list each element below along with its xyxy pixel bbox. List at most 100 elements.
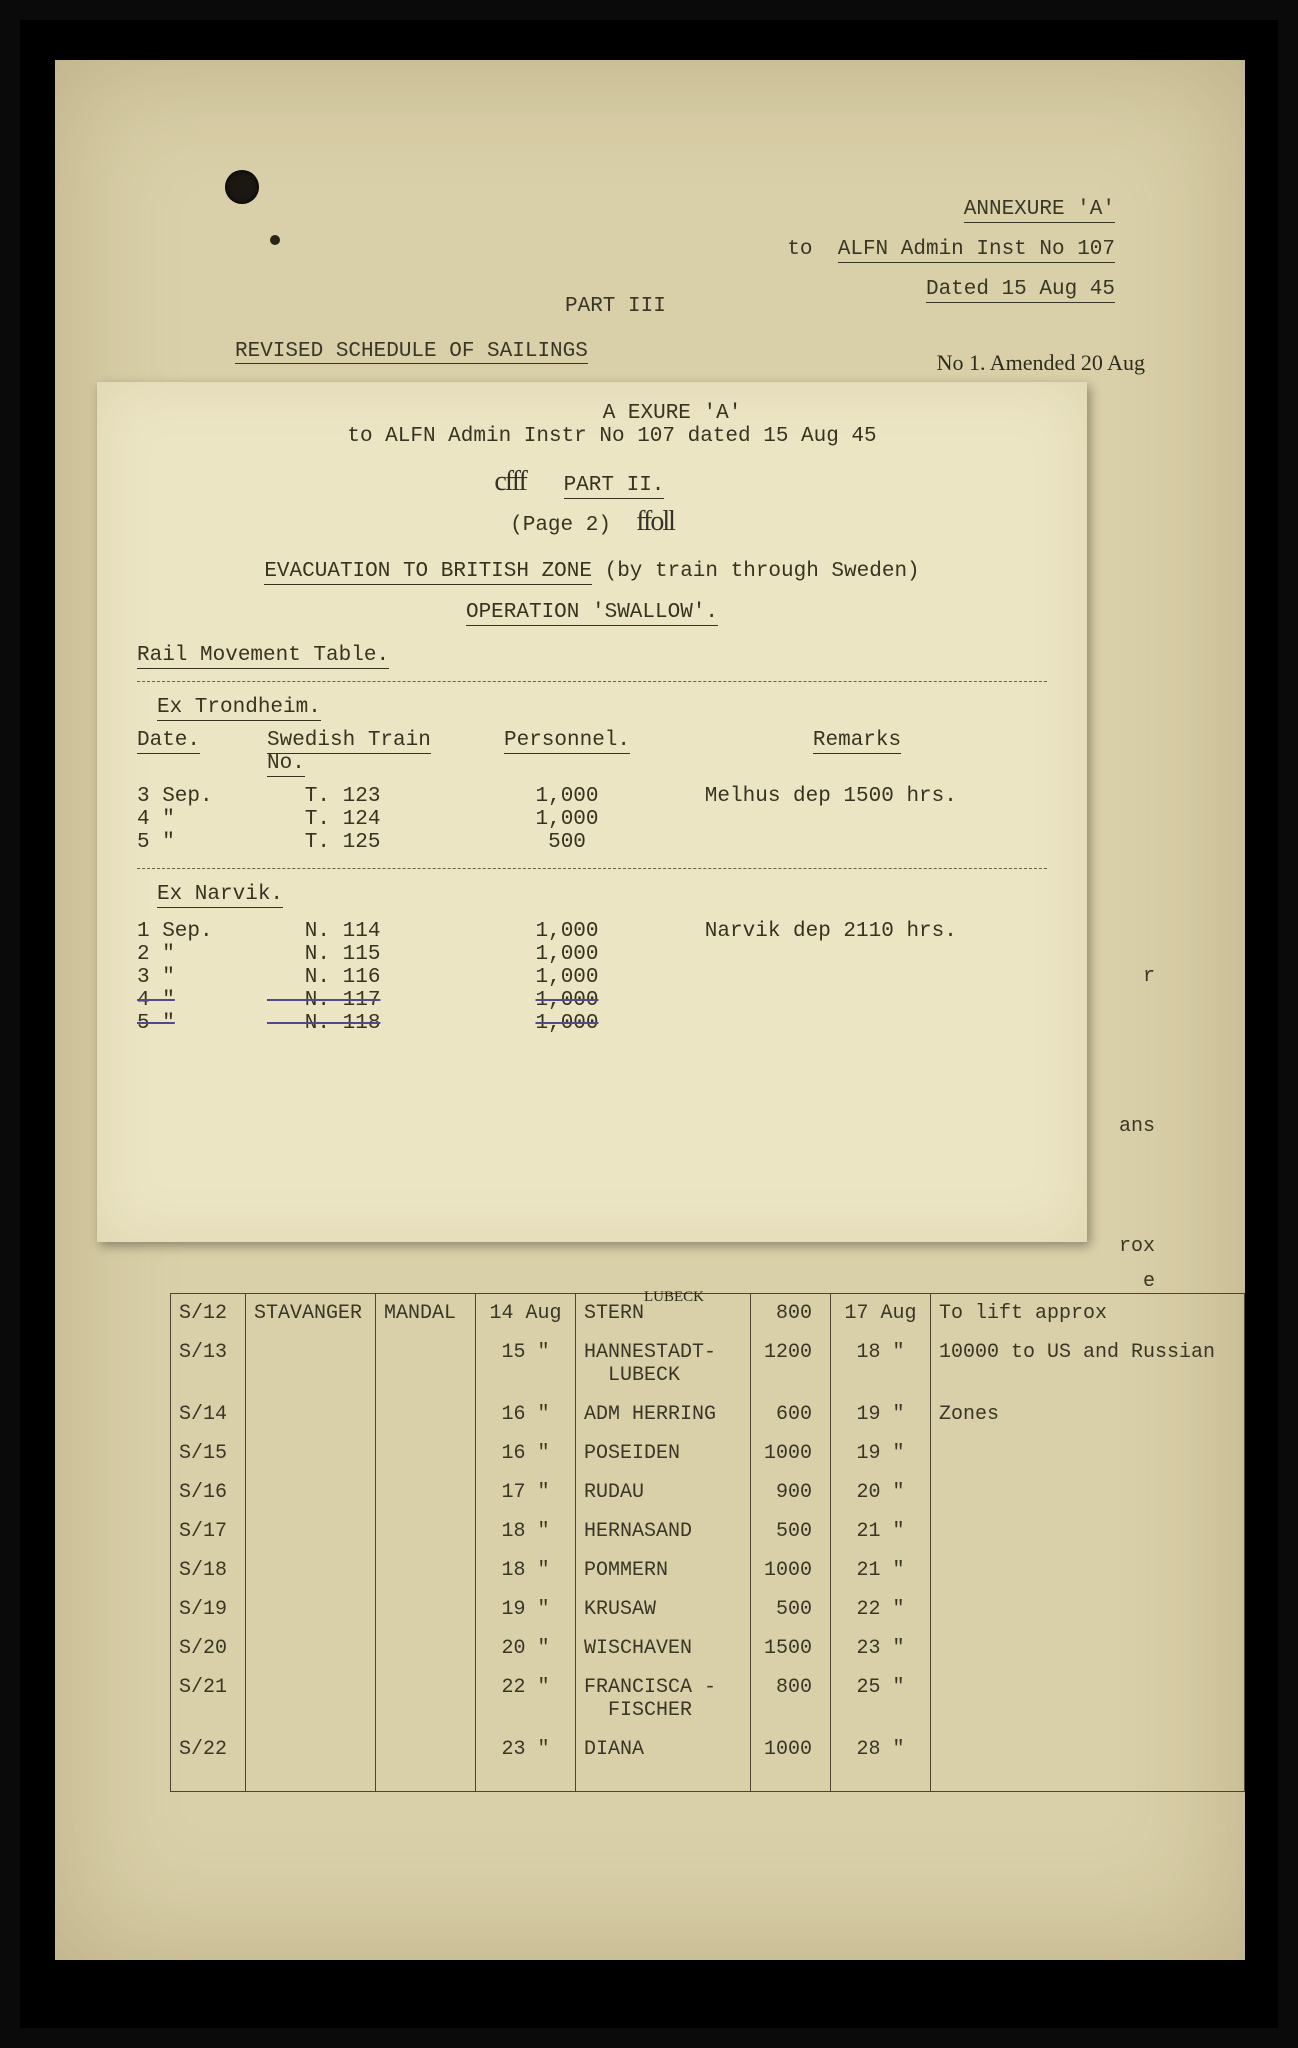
cell-ship: ADM HERRING — [576, 1395, 751, 1434]
cell-personnel: 1,000 — [467, 989, 667, 1012]
rail-row: 3 Sep. T. 1231,000 Melhus dep 1500 hrs. — [137, 785, 1047, 808]
cell-date: 5 " — [137, 1012, 267, 1035]
table-row: S/12STAVANGERMANDAL14 AugSTERNLUBECK8001… — [171, 1294, 1245, 1334]
cell-dep-date: 16 " — [476, 1395, 576, 1434]
cell-port2 — [376, 1668, 476, 1730]
cell-arr-date: 21 " — [831, 1551, 931, 1590]
pen-scribble-right: ffoll — [636, 506, 674, 537]
cell-remarks — [931, 1730, 1245, 1792]
cell-port2 — [376, 1551, 476, 1590]
table-row: S/2020 "WISCHAVEN150023 " — [171, 1629, 1245, 1668]
cell-personnel: 1,000 — [467, 1012, 667, 1035]
table-row: S/1818 "POMMERN100021 " — [171, 1551, 1245, 1590]
cell-serial: S/17 — [171, 1512, 246, 1551]
rail-row: 1 Sep. N. 1141,000 Narvik dep 2110 hrs. — [137, 920, 1047, 943]
cell-arr-date: 25 " — [831, 1668, 931, 1730]
part-ii-row: cfff PART II. — [137, 466, 1047, 498]
cell-remarks — [931, 1590, 1245, 1629]
part-ii-label: PART II. — [564, 474, 665, 499]
ex-trondheim-label: Ex Trondheim. — [157, 696, 321, 721]
cell-port2 — [376, 1333, 476, 1395]
cell-port — [246, 1434, 376, 1473]
cell-arr-date: 28 " — [831, 1730, 931, 1792]
cell-arr-date: 19 " — [831, 1434, 931, 1473]
cell-dep-date: 20 " — [476, 1629, 576, 1668]
cell-arr-date: 21 " — [831, 1512, 931, 1551]
cell-personnel: 1,000 — [467, 920, 667, 943]
cell-remarks: Melhus dep 1500 hrs. — [667, 785, 1047, 808]
cell-personnel: 500 — [467, 831, 667, 854]
to-line: to — [787, 238, 837, 261]
cell-remarks: Zones — [931, 1395, 1245, 1434]
hand-annotation-lubeck: LUBECK — [644, 1289, 704, 1306]
cell-remarks — [667, 966, 1047, 989]
cell-serial: S/12 — [171, 1294, 246, 1334]
cell-pax: 1200 — [751, 1333, 831, 1395]
cell-date: 5 " — [137, 831, 267, 854]
cell-personnel: 1,000 — [467, 808, 667, 831]
cell-train: T. 124 — [267, 808, 467, 831]
cell-date: 3 Sep. — [137, 785, 267, 808]
overlay-page: A EXURE 'A' to ALFN Admin Instr No 107 d… — [97, 382, 1087, 1242]
cell-serial: S/19 — [171, 1590, 246, 1629]
evac-title-row: EVACUATION TO BRITISH ZONE (by train thr… — [137, 560, 1047, 583]
hdr-train: Swedish Train No. — [267, 729, 431, 777]
cell-serial: S/16 — [171, 1473, 246, 1512]
cell-port — [246, 1551, 376, 1590]
cell-personnel: 1,000 — [467, 785, 667, 808]
cell-personnel: 1,000 — [467, 943, 667, 966]
cell-serial: S/14 — [171, 1395, 246, 1434]
dashed-rule-2 — [137, 868, 1047, 869]
cell-train: N. 114 — [267, 920, 467, 943]
cell-dep-date: 14 Aug — [476, 1294, 576, 1334]
rail-row: 4 " N. 1171,000 — [137, 989, 1047, 1012]
rail-row: 5 " T. 125 500 — [137, 831, 1047, 854]
cell-date: 4 " — [137, 808, 267, 831]
overlay-to-line: to ALFN Admin Instr No 107 dated 15 Aug … — [177, 425, 1047, 448]
cell-date: 3 " — [137, 966, 267, 989]
operation-title: OPERATION 'SWALLOW'. — [466, 601, 718, 626]
cell-arr-date: 19 " — [831, 1395, 931, 1434]
rail-row: 2 " N. 1151,000 — [137, 943, 1047, 966]
cell-ship: POSEIDEN — [576, 1434, 751, 1473]
hdr-personnel: Personnel. — [504, 729, 630, 754]
ink-dot — [270, 235, 280, 245]
cell-dep-date: 18 " — [476, 1512, 576, 1551]
cell-remarks — [931, 1434, 1245, 1473]
cell-train: T. 123 — [267, 785, 467, 808]
annexure-label: ANNEXURE 'A' — [964, 198, 1115, 223]
cell-remarks: 10000 to US and Russian — [931, 1333, 1245, 1395]
sailings-table: S/12STAVANGERMANDAL14 AugSTERNLUBECK8001… — [170, 1293, 1245, 1792]
cell-dep-date: 22 " — [476, 1668, 576, 1730]
rail-movement-label: Rail Movement Table. — [137, 644, 389, 669]
cell-ship: HERNASAND — [576, 1512, 751, 1551]
overlay-annex-top: A EXURE 'A' — [297, 402, 1047, 425]
cell-port2 — [376, 1730, 476, 1792]
evac-title-paren: (by train through Sweden) — [605, 560, 920, 583]
cell-serial: S/22 — [171, 1730, 246, 1792]
cell-arr-date: 22 " — [831, 1590, 931, 1629]
table-row: S/1516 "POSEIDEN100019 " — [171, 1434, 1245, 1473]
table-row: S/1416 "ADM HERRING60019 " Zones — [171, 1395, 1245, 1434]
cell-pax: 1000 — [751, 1434, 831, 1473]
cell-ship: POMMERN — [576, 1551, 751, 1590]
dashed-rule-1 — [137, 681, 1047, 682]
cell-train: N. 116 — [267, 966, 467, 989]
cell-port — [246, 1668, 376, 1730]
rail-row: 3 " N. 1161,000 — [137, 966, 1047, 989]
cell-date: 1 Sep. — [137, 920, 267, 943]
table-row: S/2122 "FRANCISCA - FISCHER80025 " — [171, 1668, 1245, 1730]
hdr-remarks: Remarks — [813, 729, 901, 754]
cell-port2 — [376, 1473, 476, 1512]
cell-port2 — [376, 1512, 476, 1551]
cell-serial: S/13 — [171, 1333, 246, 1395]
revised-schedule-title: REVISED SCHEDULE OF SAILINGS — [235, 340, 588, 364]
cell-port — [246, 1512, 376, 1551]
cell-remarks — [667, 831, 1047, 854]
dated-line: Dated 15 Aug 45 — [926, 278, 1115, 303]
cell-train: T. 125 — [267, 831, 467, 854]
punch-hole — [225, 170, 259, 204]
rail-row: 4 " T. 1241,000 — [137, 808, 1047, 831]
edge-fragment-2: ans — [1119, 1115, 1155, 1138]
cell-remarks — [931, 1629, 1245, 1668]
